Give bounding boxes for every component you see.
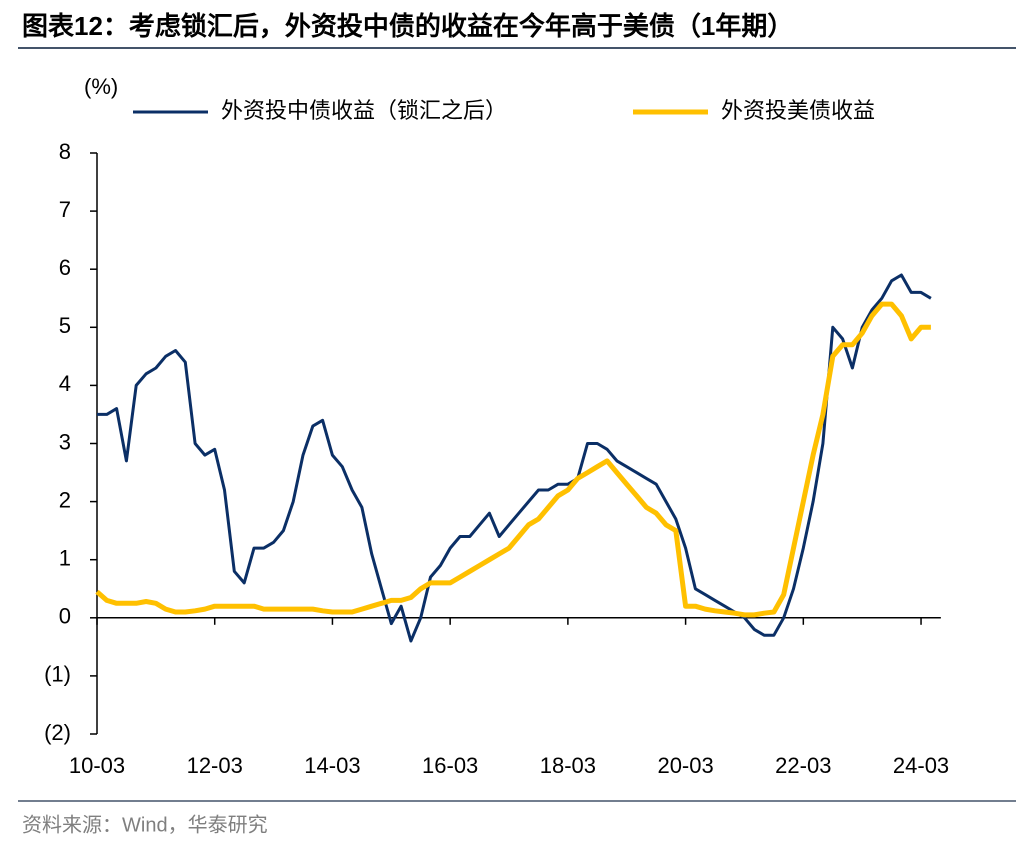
y-tick-label: 2	[59, 487, 71, 512]
series-line	[97, 273, 932, 643]
source: 资料来源：Wind，华泰研究	[22, 813, 268, 836]
x-tick-label: 22-03	[775, 753, 831, 778]
y-tick-label: 0	[59, 604, 71, 629]
chart-title: 图表12：考虑锁汇后，外资投中债的收益在今年高于美债（1年期）	[22, 11, 793, 41]
y-tick-label: 5	[59, 313, 71, 338]
y-tick-label: 8	[59, 139, 71, 164]
y-tick-label: 4	[59, 371, 71, 396]
legend-label: 外资投中债收益（锁汇之后）	[221, 98, 507, 123]
series-line	[95, 301, 931, 618]
x-tick-label: 20-03	[657, 753, 713, 778]
y-tick-label: (2)	[44, 720, 71, 745]
x-tick-label: 16-03	[422, 753, 478, 778]
legend-label: 外资投美债收益	[721, 98, 875, 123]
y-tick-label: 7	[59, 197, 71, 222]
x-tick-label: 18-03	[540, 753, 596, 778]
x-tick-label: 24-03	[893, 753, 949, 778]
y-tick-label: 3	[59, 429, 71, 454]
y-tick-label: 6	[59, 255, 71, 280]
y-tick-label: 1	[59, 546, 71, 571]
y-tick-label: (1)	[44, 662, 71, 687]
y-axis-label: (%)	[84, 74, 118, 99]
x-tick-label: 12-03	[187, 753, 243, 778]
x-tick-label: 14-03	[304, 753, 360, 778]
x-tick-label: 10-03	[69, 753, 125, 778]
